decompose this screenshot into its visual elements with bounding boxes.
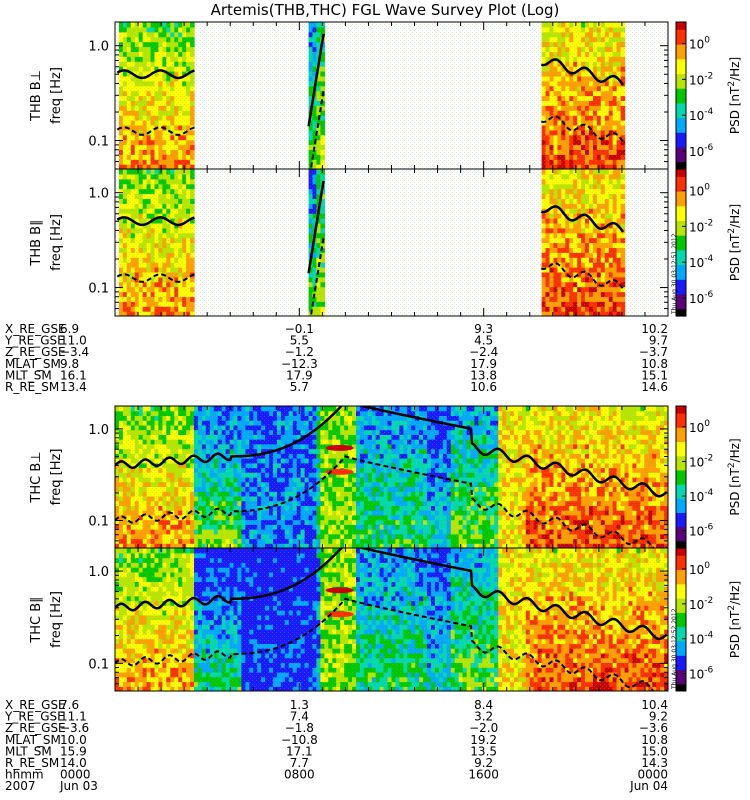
spectrogram-panels: 1.0 0.1 THB B⊥ freq [Hz] 1.0 0.1 THB B∥ freq [H… [29,21,669,692]
fce-line [540,58,625,86]
fce-line [307,33,325,127]
gyrofrequency-lines-1 [116,180,625,316]
fce-line [116,69,195,80]
y-tick-label: 1.0 [88,187,109,202]
fce-fraction-line [116,126,195,136]
y-axis-probe-label: THB B⊥ [29,70,44,122]
y-axis-unit-label: freq [Hz] [49,214,64,271]
y-tick-label: 0.1 [88,282,109,297]
fce-fraction-line [116,273,195,283]
y-axis-probe-label: THB B∥ [29,219,44,266]
y-tick-label: 0.1 [88,135,109,150]
fce-fraction-line [540,262,624,290]
y-axis-unit-label: freq [Hz] [49,67,64,124]
gyrofrequency-lines-0 [116,33,625,169]
fce-line [116,216,195,227]
panel-0: 1.0 0.1 THB B⊥ freq [Hz] [29,21,669,170]
panel-1: 1.0 0.1 THB B∥ freq [Hz] [29,168,669,317]
y-tick-label: 1.0 [88,40,109,55]
fce-line [540,205,625,233]
fce-fraction-line [540,115,624,143]
fce-line [307,180,325,274]
chart-title: Artemis(THB,THC) FGL Wave Survey Plot (L… [211,1,560,19]
